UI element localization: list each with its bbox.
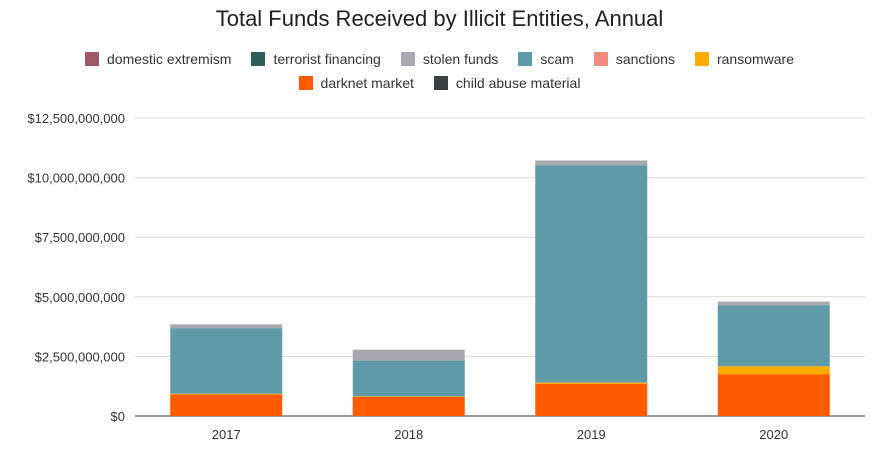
x-tick-label: 2020 (759, 427, 788, 442)
y-tick-label: $12,500,000,000 (27, 111, 125, 126)
chart-title: Total Funds Received by Illicit Entities… (215, 6, 664, 31)
bar-segment-darknet-market (535, 383, 648, 416)
bar-segment-ransomware (170, 393, 283, 395)
legend-label: stolen funds (422, 51, 499, 67)
legend-label: scam (540, 51, 574, 67)
legend-label: domestic extremism (107, 51, 232, 67)
legend-label: sanctions (615, 51, 675, 67)
bar-segment-stolen-funds (717, 301, 830, 306)
legend-label: child abuse material (455, 75, 581, 91)
bar-segment-darknet-market (170, 394, 283, 416)
bar-segment-ransomware (535, 382, 648, 384)
legend-item-domestic-extremism: domestic extremism (85, 51, 231, 67)
y-tick-label: $10,000,000,000 (27, 171, 125, 186)
legend-item-scam: scam (518, 51, 574, 67)
x-tick-label: 2017 (212, 427, 241, 442)
bar-segment-scam (535, 165, 648, 383)
legend-swatch (400, 52, 415, 66)
legend-item-terrorist-financing: terrorist financing (251, 51, 381, 67)
bar-segment-ransomware (717, 366, 830, 375)
x-tick-label: 2018 (394, 427, 423, 442)
bar-segment-scam (170, 328, 283, 394)
legend-swatch (298, 76, 313, 90)
legend-label: darknet market (320, 75, 414, 91)
bar-segment-stolen-funds (170, 324, 283, 329)
legend-label: ransomware (716, 51, 794, 67)
bar-segment-darknet-market (352, 396, 465, 416)
y-tick-label: $5,000,000,000 (35, 290, 125, 305)
y-tick-label: $2,500,000,000 (35, 349, 125, 364)
legend-item-darknet-market: darknet market (298, 75, 414, 91)
legend-row-1: domestic extremism terrorist financing sto… (0, 51, 879, 67)
bar-segment-scam (717, 305, 830, 367)
legend-item-child-abuse-material: child abuse material (433, 75, 581, 91)
bar-segment-darknet-market (717, 374, 830, 416)
legend-row-2: darknet market child abuse material (0, 75, 879, 91)
legend-label: terrorist financing (273, 51, 381, 67)
legend-swatch (85, 52, 99, 66)
bar-segment-stolen-funds (352, 349, 465, 361)
legend-swatch (593, 52, 608, 66)
legend-swatch (433, 76, 448, 90)
legend-swatch (518, 52, 533, 66)
x-tick-label: 2019 (577, 427, 606, 442)
y-tick-label: $0 (111, 409, 125, 424)
bar-segment-stolen-funds (535, 160, 648, 166)
legend-item-sanctions: sanctions (593, 51, 675, 67)
legend-item-stolen-funds: stolen funds (400, 51, 499, 67)
legend-item-ransomware: ransomware (694, 51, 794, 67)
bar-segment-scam (352, 360, 465, 397)
legend-swatch (251, 52, 266, 66)
y-tick-label: $7,500,000,000 (35, 230, 125, 245)
legend-swatch (694, 52, 709, 66)
